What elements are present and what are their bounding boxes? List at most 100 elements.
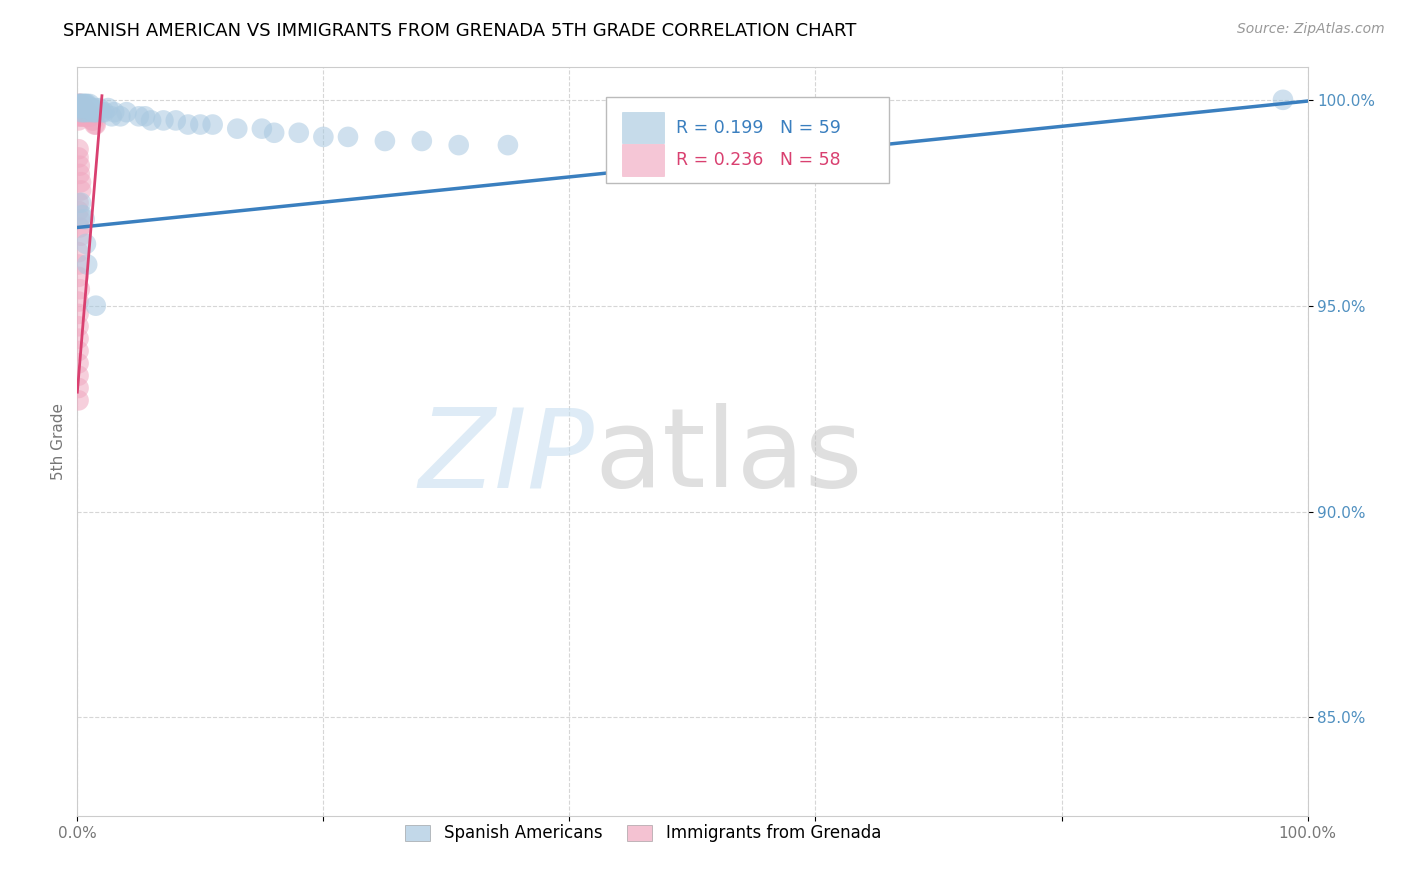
Point (67, 381, 90, 395)
Point (337, 129, 360, 144)
Point (67, 113, 90, 128)
Point (84, 118, 107, 132)
Point (79, 109, 101, 123)
Point (82, 105, 104, 120)
Point (67, 356, 90, 370)
Text: atlas: atlas (595, 403, 862, 510)
Point (97, 101, 120, 115)
Point (69, 101, 91, 115)
Text: Source: ZipAtlas.com: Source: ZipAtlas.com (1237, 22, 1385, 37)
Point (67, 97, 90, 112)
Point (72, 97, 94, 112)
Point (110, 109, 132, 123)
Point (70, 101, 93, 115)
Point (134, 109, 156, 123)
Point (75, 109, 97, 123)
Point (76, 97, 98, 112)
Point (79, 105, 101, 120)
Point (67, 97, 90, 112)
Point (84, 101, 107, 115)
Point (70, 97, 93, 112)
Point (152, 113, 174, 128)
Text: ZIP: ZIP (418, 403, 595, 510)
Point (70, 228, 93, 243)
Point (80, 101, 103, 115)
Point (1272, 93, 1295, 107)
Point (67, 151, 90, 165)
Point (67, 105, 90, 120)
Point (67, 319, 90, 334)
Point (70, 97, 93, 112)
Point (141, 113, 163, 128)
Point (72, 101, 94, 115)
Point (188, 118, 212, 132)
Point (69, 105, 91, 120)
Point (83, 118, 105, 132)
Point (72, 105, 94, 120)
Point (69, 282, 91, 296)
Point (76, 109, 98, 123)
Text: SPANISH AMERICAN VS IMMIGRANTS FROM GRENADA 5TH GRADE CORRELATION CHART: SPANISH AMERICAN VS IMMIGRANTS FROM GREN… (63, 22, 856, 40)
Point (67, 204, 90, 219)
Point (67, 142, 90, 156)
Point (67, 343, 90, 358)
Point (69, 220, 91, 235)
Point (93, 105, 115, 120)
Point (77, 101, 100, 115)
Point (67, 109, 90, 123)
Point (312, 129, 335, 144)
Point (82, 101, 104, 115)
Point (75, 236, 97, 251)
Point (73, 105, 96, 120)
Point (70, 97, 93, 112)
Point (67, 101, 90, 115)
Point (77, 109, 100, 123)
Point (84, 299, 107, 313)
Point (263, 126, 285, 140)
Point (83, 105, 105, 120)
Point (70, 183, 93, 197)
Point (90, 105, 114, 120)
Point (67, 195, 90, 210)
Point (67, 307, 90, 321)
Point (128, 109, 150, 123)
Point (67, 332, 90, 346)
Point (70, 101, 93, 115)
Point (201, 118, 224, 132)
Point (165, 113, 187, 128)
Point (288, 126, 311, 140)
Point (250, 121, 273, 136)
Point (69, 167, 91, 181)
Point (67, 393, 90, 408)
Y-axis label: 5th Grade: 5th Grade (51, 403, 66, 480)
Point (76, 105, 98, 120)
Text: R = 0.236   N = 58: R = 0.236 N = 58 (676, 151, 841, 169)
Point (82, 113, 104, 128)
Point (70, 101, 93, 115)
Point (70, 105, 93, 120)
Point (76, 101, 98, 115)
Point (82, 113, 104, 128)
Point (115, 105, 138, 120)
Point (70, 195, 93, 210)
FancyBboxPatch shape (623, 145, 664, 176)
Point (67, 294, 90, 309)
Point (374, 134, 396, 148)
Point (67, 245, 90, 260)
Point (69, 109, 91, 123)
Point (75, 105, 97, 120)
Point (69, 101, 91, 115)
Point (177, 118, 200, 132)
FancyBboxPatch shape (623, 112, 664, 144)
Point (79, 97, 101, 112)
Point (86, 105, 108, 120)
Point (496, 138, 519, 153)
Point (70, 101, 93, 115)
Point (70, 109, 93, 123)
Point (72, 109, 94, 123)
Point (75, 97, 97, 112)
Point (69, 97, 91, 112)
Point (73, 101, 96, 115)
FancyBboxPatch shape (606, 97, 890, 183)
Point (67, 269, 90, 284)
